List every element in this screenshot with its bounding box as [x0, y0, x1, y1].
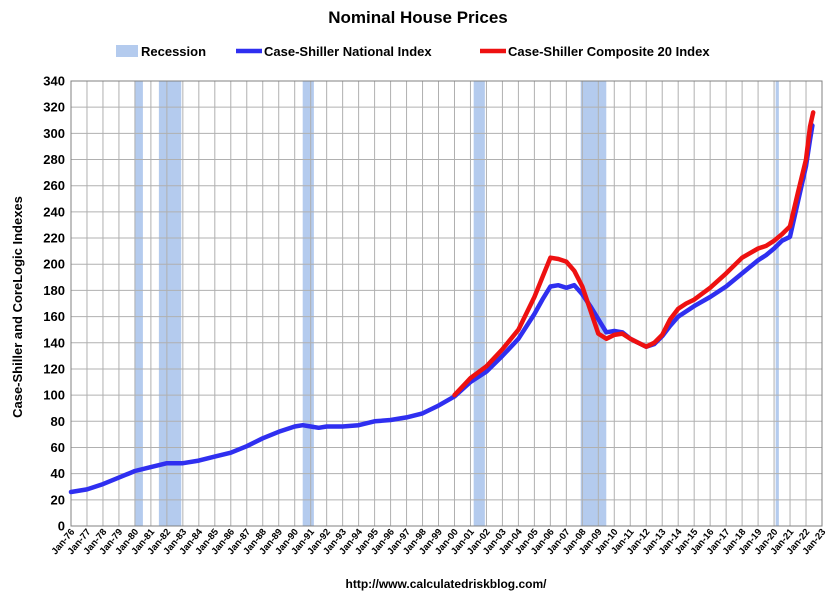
- y-tick-label: 160: [43, 309, 65, 324]
- y-tick-label: 60: [51, 440, 65, 455]
- recession-band-1: [158, 81, 182, 526]
- y-tick-label: 240: [43, 204, 65, 219]
- y-tick-label: 280: [43, 152, 65, 167]
- y-tick-label: 80: [51, 414, 65, 429]
- y-tick-label: 340: [43, 74, 65, 89]
- recession-band-0: [134, 81, 143, 526]
- y-tick-label: 200: [43, 257, 65, 272]
- recession-band-3: [473, 81, 485, 526]
- y-axis-ticks: 0 20 40 60 80 100 120 140 160 180 200 220 240 260 280 3…: [43, 74, 65, 534]
- y-tick-label: 220: [43, 231, 65, 246]
- y-axis-label: Case-Shiller and CoreLogic Indexes: [10, 196, 25, 418]
- y-tick-label: 120: [43, 361, 65, 376]
- x-axis-ticks: Jan-76Jan-77Jan-78Jan-79Jan-80Jan-81Jan-…: [50, 526, 829, 557]
- legend-label: Recession: [141, 44, 206, 59]
- plot-border: [70, 80, 823, 527]
- y-tick-label: 300: [43, 126, 65, 141]
- grid-lines: [70, 80, 823, 527]
- y-tick-label: 140: [43, 335, 65, 350]
- y-tick-label: 320: [43, 100, 65, 115]
- series-line-national: [68, 123, 815, 495]
- recession-band-2: [302, 81, 314, 526]
- recession-bands: [134, 81, 779, 526]
- legend-label: Case-Shiller National Index: [264, 44, 432, 59]
- plot-area: [71, 81, 822, 526]
- recession-band-4: [580, 81, 607, 526]
- y-tick-label: 40: [51, 466, 65, 481]
- y-tick-label: 100: [43, 388, 65, 403]
- y-tick-label: 180: [43, 283, 65, 298]
- series-line-composite-20: [452, 110, 816, 398]
- plot-background: [71, 81, 822, 526]
- y-tick-label: 20: [51, 492, 65, 507]
- y-tick-label: 0: [58, 519, 65, 534]
- legend-swatch-recession: [116, 45, 138, 57]
- legend: Recession Case-Shiller National Index Case…: [116, 44, 710, 59]
- chart-title: Nominal House Prices: [328, 8, 508, 27]
- legend-label: Case-Shiller Composite 20 Index: [508, 44, 710, 59]
- recession-band-5: [775, 81, 779, 526]
- series-lines: [68, 110, 816, 495]
- source-url: http://www.calculatedriskblog.com/: [346, 577, 548, 591]
- y-tick-label: 260: [43, 178, 65, 193]
